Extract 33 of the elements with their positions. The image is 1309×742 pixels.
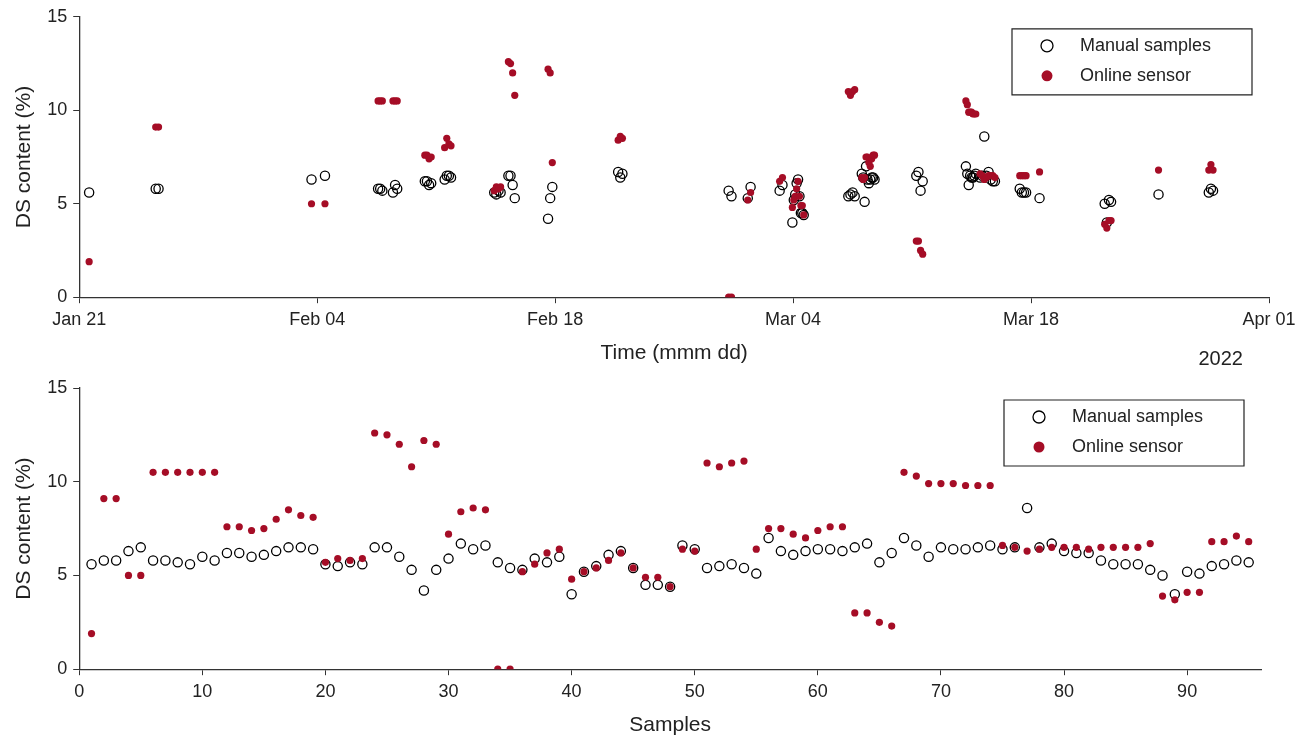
x-axis-title: Samples (629, 712, 711, 736)
y-axis-title: DS content (%) (11, 85, 35, 229)
legend-label: Online sensor (1072, 435, 1184, 456)
x-tick-label: 80 (1054, 680, 1075, 701)
x-tick-label: 50 (684, 680, 705, 701)
x-tick-label: Mar 04 (765, 308, 822, 329)
x-axis-title: Time (mmm dd) (600, 340, 748, 364)
x-tick-label: Apr 01 (1242, 308, 1296, 329)
x-tick-label: 30 (438, 680, 459, 701)
legend-label: Online sensor (1080, 64, 1192, 85)
y-tick-label: 5 (57, 192, 68, 213)
x-tick-label: 0 (74, 680, 85, 701)
y-tick-label: 15 (47, 5, 68, 26)
y-tick-label: 5 (57, 564, 68, 585)
y-tick-label: 15 (47, 376, 68, 397)
text: 2022 (1198, 346, 1243, 369)
x-tick-label: 40 (561, 680, 582, 701)
legend-label: Manual samples (1080, 34, 1212, 55)
x-tick-label: Feb 04 (289, 308, 346, 329)
y-tick-label: 10 (47, 470, 68, 491)
x-tick-label: 70 (930, 680, 951, 701)
x-tick-label: 90 (1177, 680, 1198, 701)
y-tick-label: 0 (57, 658, 68, 679)
x-tick-label: Feb 18 (527, 308, 584, 329)
y-axis-title: DS content (%) (11, 457, 35, 600)
x-tick-label: 60 (807, 680, 828, 701)
y-tick-label: 0 (57, 286, 68, 307)
x-tick-label: Jan 21 (52, 308, 107, 329)
y-tick-label: 10 (47, 99, 68, 120)
x-tick-label: 10 (192, 680, 213, 701)
x-tick-label: Mar 18 (1003, 308, 1060, 329)
legend-label: Manual samples (1072, 405, 1204, 426)
x-tick-label: 20 (315, 680, 336, 701)
